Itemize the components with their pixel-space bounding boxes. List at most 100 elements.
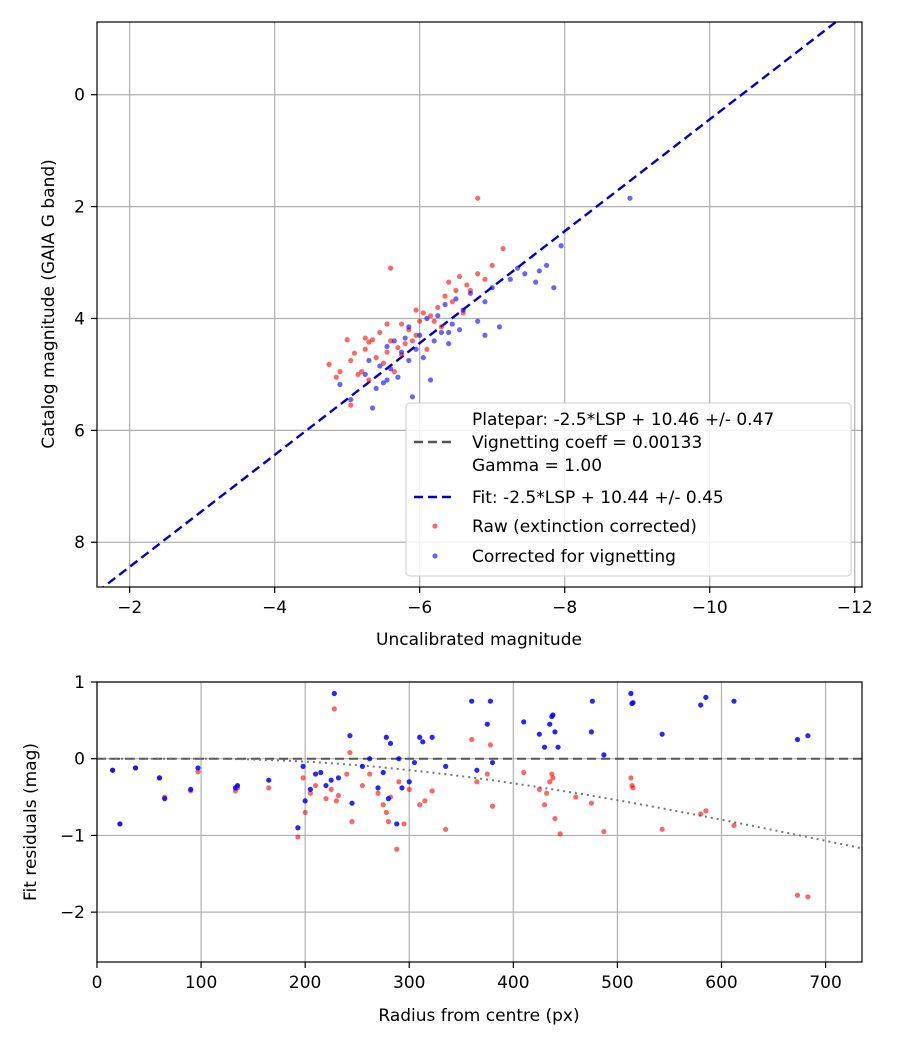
corrected-residual-point: [295, 825, 301, 831]
corrected-residual-point: [375, 785, 381, 791]
corrected-point: [533, 279, 539, 285]
corrected-point: [388, 366, 394, 372]
raw-residual-point: [401, 821, 407, 827]
corrected-residual-point: [380, 769, 386, 776]
corrected-point: [417, 332, 423, 338]
corrected-point: [384, 343, 390, 350]
corrected-point: [362, 371, 368, 378]
raw-residual-point: [805, 894, 811, 900]
corrected-point: [373, 385, 379, 392]
raw-residual-point: [302, 809, 308, 816]
raw-point: [377, 329, 383, 336]
raw-residual-point: [588, 800, 594, 806]
raw-residual-point: [349, 819, 355, 825]
raw-residual-point: [344, 771, 350, 777]
bottom-x-tick-label: 0: [92, 973, 103, 993]
raw-residual-point: [484, 771, 490, 777]
top-x-tick-label: −10: [692, 598, 728, 618]
corrected-point: [514, 265, 521, 271]
corrected-residual-point: [359, 763, 366, 769]
raw-residual-point: [552, 815, 558, 822]
raw-residual-point: [573, 794, 579, 800]
raw-residual-point: [328, 786, 334, 792]
corrected-point: [384, 377, 390, 383]
legend-fit-label: Fit: -2.5*LSP + 10.44 +/- 0.45: [472, 488, 724, 508]
corrected-residual-point: [331, 690, 337, 697]
legend-vignetting-label: Vignetting coeff = 0.00133: [472, 433, 702, 453]
corrected-residual-point: [555, 744, 561, 750]
raw-point: [366, 377, 372, 383]
corrected-residual-point: [156, 775, 163, 781]
corrected-point: [627, 195, 633, 201]
corrected-residual-point: [411, 759, 418, 766]
raw-residual-point: [429, 788, 435, 794]
corrected-residual-points: [110, 690, 811, 831]
raw-residual-point: [422, 798, 428, 804]
top-x-tick-label: −6: [407, 598, 432, 618]
bottom-x-tick-label: 400: [497, 973, 529, 993]
raw-point: [362, 335, 368, 341]
corrected-point: [398, 349, 405, 355]
corrected-residual-point: [469, 698, 475, 704]
raw-residual-point: [335, 792, 342, 799]
bottom-x-tick-label: 200: [289, 973, 321, 993]
corrected-residual-point: [541, 744, 548, 750]
raw-residual-point: [601, 828, 607, 835]
corrected-residual-point: [383, 734, 389, 740]
bottom-y-axis-label: Fit residuals (mag): [21, 743, 41, 901]
corrected-residual-point: [117, 821, 123, 827]
corrected-point: [536, 268, 542, 274]
corrected-point: [420, 355, 426, 361]
raw-residual-point: [383, 809, 389, 816]
legend: Platepar: -2.5*LSP + 10.46 +/- 0.47 Vign…: [405, 402, 852, 577]
top-y-tick-label: 6: [74, 421, 85, 441]
raw-point: [424, 346, 430, 352]
top-x-tick-label: −4: [262, 598, 287, 618]
corrected-point: [475, 318, 481, 324]
raw-point: [388, 265, 394, 271]
corrected-point: [409, 394, 416, 400]
corrected-residual-point: [630, 700, 636, 706]
raw-residual-point: [703, 808, 709, 814]
corrected-point: [453, 296, 459, 302]
corrected-residual-point: [399, 785, 405, 791]
raw-point: [348, 357, 354, 364]
raw-point: [409, 338, 416, 344]
legend-corrected-marker: [432, 553, 438, 559]
legend-gamma-label: Gamma = 1.00: [472, 456, 602, 476]
raw-point: [489, 262, 495, 268]
corrected-residual-point: [396, 756, 402, 762]
corrected-residual-point: [266, 777, 272, 783]
raw-residual-point: [474, 779, 480, 785]
corrected-residual-point: [429, 734, 435, 740]
raw-residual-point: [331, 706, 337, 712]
corrected-residual-point: [394, 821, 400, 827]
corrected-residual-point: [162, 796, 168, 802]
raw-residual-point: [385, 819, 392, 825]
raw-residual-point: [536, 786, 542, 792]
bottom-y-ticks: 1 0 −1 −2: [60, 673, 97, 923]
corrected-residual-point: [443, 763, 449, 769]
corrected-residual-point: [417, 734, 423, 740]
raw-residual-point: [698, 811, 704, 817]
raw-point: [398, 321, 405, 327]
raw-residual-point: [731, 822, 737, 829]
corrected-point: [482, 299, 488, 305]
corrected-residual-point: [302, 798, 308, 804]
corrected-residual-point: [552, 729, 558, 735]
corrected-point: [369, 405, 376, 411]
top-y-ticks: 0 2 4 6 8: [74, 86, 97, 553]
bottom-x-tick-label: 500: [601, 973, 633, 993]
corrected-residual-point: [794, 736, 801, 743]
top-axes-frame: [96, 21, 863, 588]
corrected-point: [482, 332, 488, 338]
raw-residual-point: [380, 802, 386, 808]
corrected-residual-point: [328, 777, 334, 783]
legend-corrected-label: Corrected for vignetting: [472, 547, 676, 567]
raw-residual-point: [443, 826, 449, 832]
raw-point: [417, 318, 423, 324]
raw-residual-point: [406, 786, 412, 792]
raw-point: [402, 341, 408, 347]
raw-residual-point: [794, 892, 801, 898]
raw-residual-point: [312, 782, 319, 789]
